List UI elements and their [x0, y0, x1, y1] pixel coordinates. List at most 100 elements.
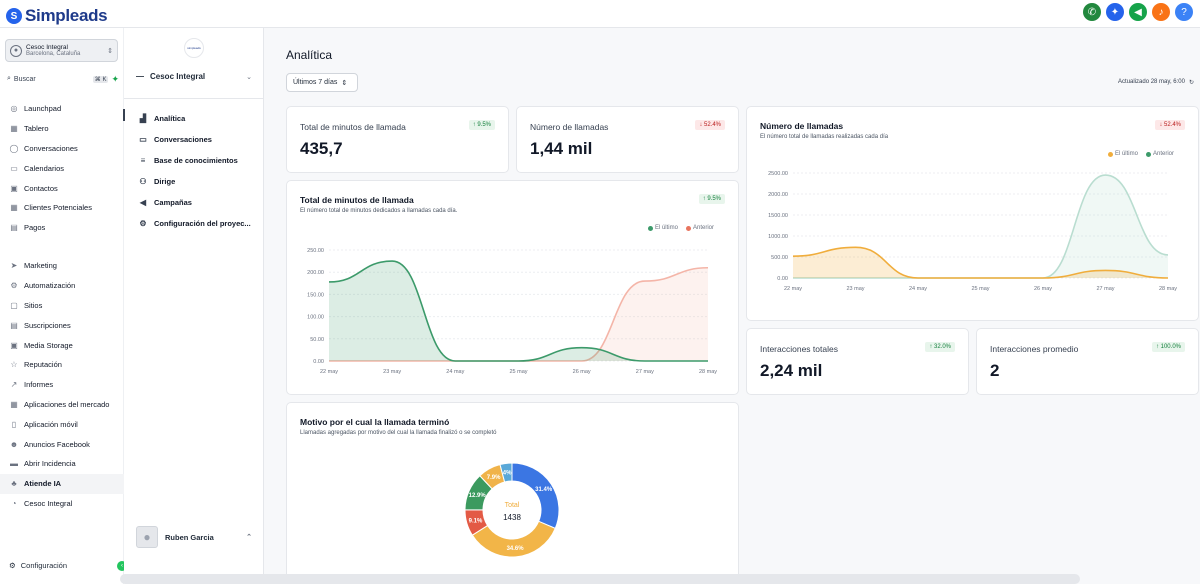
sidebar-item-automatizaci-n[interactable]: ⚙ Automatización — [0, 276, 124, 296]
subscriptions-icon: ▤ — [10, 320, 18, 330]
reports-icon: ↗ — [10, 380, 18, 390]
series-line — [792, 246, 1169, 279]
account-name: Cesoc Integral — [26, 43, 68, 51]
quick-add-icon[interactable]: ✦ — [111, 73, 119, 84]
sidebar-item-abrir-incidencia[interactable]: ▬ Abrir Incidencia — [0, 454, 124, 474]
collapse-sidebar-button[interactable]: ‹ — [117, 561, 127, 571]
sidebar-item-suscripciones[interactable]: ▤ Suscripciones — [0, 315, 124, 335]
stat-label: Interacciones totales — [760, 344, 838, 354]
app-logo[interactable]: S Simpleads — [6, 6, 108, 26]
sidebar-item-aplicaciones-del-mercado[interactable]: ▦ Aplicaciones del mercado — [0, 395, 124, 415]
settings-link[interactable]: ⚙ Configuración — [9, 561, 67, 570]
sidebar-item-label: Automatización — [24, 281, 76, 291]
project-nav-analytics[interactable]: ▟ Analítica — [138, 108, 251, 129]
contacts-icon: ▣ — [10, 183, 18, 193]
legend-label: Anterior — [1152, 151, 1174, 157]
sidebar-item-label: Launchpad — [24, 104, 62, 114]
sidebar-item-clientes-potenciales[interactable]: ▦ Clientes Potenciales — [0, 198, 124, 218]
user-name: Ruben Garcia — [165, 532, 214, 542]
sidebar-item-informes[interactable]: ↗ Informes — [0, 375, 124, 395]
sidebar-item-label: Suscripciones — [24, 320, 71, 330]
phone-icon[interactable]: ✆ — [1083, 3, 1101, 21]
series-area — [329, 267, 708, 361]
stat-label: Número de llamadas — [530, 122, 609, 132]
project-logo: simpleads — [184, 38, 204, 58]
magic-icon[interactable]: ✦ — [1106, 3, 1124, 21]
automation-icon: ⚙ — [10, 281, 18, 291]
nav-group-main: ◎ Launchpad ▦ Tablero ◯ Conversaciones ▭ Calend… — [0, 99, 124, 238]
slice-label: 12.9% — [469, 493, 487, 499]
divider — [124, 98, 264, 99]
sidebar-item-pagos[interactable]: ▤ Pagos — [0, 218, 124, 238]
sidebar-item-anuncios-facebook[interactable]: ☻ Anuncios Facebook — [0, 434, 124, 454]
sidebar-item-calendarios[interactable]: ▭ Calendarios — [0, 158, 124, 178]
top-actions: ✆ ✦ ◀ ♪? — [1083, 3, 1193, 21]
sidebar-item-label: Marketing — [24, 261, 57, 271]
mobile-icon: ▯ — [11, 419, 17, 429]
legend-item[interactable]: El último — [1107, 151, 1138, 157]
y-tick-label: 250.00 — [307, 248, 324, 254]
stat-value: 435,7 — [300, 139, 343, 158]
dashboard-icon: ▦ — [10, 124, 18, 134]
sidebar-item-marketing[interactable]: ➤ Marketing — [0, 256, 124, 276]
account-switcher[interactable]: ● Cesoc Integral Barcelona, Cataluña ⇕ — [5, 39, 118, 62]
page-title: Analítica — [286, 48, 333, 62]
sidebar-item-sitios[interactable]: ▢ Sitios — [0, 296, 124, 316]
database-icon: ≡ — [140, 156, 146, 165]
chat-icon: ◯ — [9, 143, 19, 153]
sidebar-item-cesoc-integral[interactable]: ◔ Cesoc Integral — [0, 494, 124, 514]
gear-icon: ⚙ — [139, 219, 147, 228]
x-tick-label: 23 may — [846, 286, 864, 292]
sidebar-item-contactos[interactable]: ▣ Contactos — [0, 178, 124, 198]
sidebar-item-label: Clientes Potenciales — [24, 203, 92, 213]
y-tick-label: 150.00 — [307, 292, 324, 298]
date-range-select[interactable]: Últimos 7 días ⇕ — [286, 73, 358, 92]
chart-title: Total de minutos de llamada — [300, 195, 414, 205]
sidebar-item-label: Reputación — [24, 360, 62, 370]
sidebar-item-aplicaci-n-m-vil[interactable]: ▯ Aplicación móvil — [0, 414, 124, 434]
updated-info: Actualizado 28 may, 6:00 ↻ — [1118, 79, 1194, 86]
sidebar-item-reputaci-n[interactable]: ☆ Reputación — [0, 355, 124, 375]
x-tick-label: 24 may — [909, 286, 927, 292]
project-name: Cesoc Integral — [150, 72, 206, 81]
donut-slice[interactable] — [499, 462, 513, 483]
sidebar-item-atiende-ia[interactable]: ♣ Atiende IA — [0, 473, 124, 494]
megaphone-icon[interactable]: ◀ — [1129, 3, 1147, 21]
bell-icon[interactable]: ♪ — [1152, 3, 1170, 21]
sidebar-item-conversaciones[interactable]: ◯ Conversaciones — [0, 139, 124, 159]
project-nav-gear[interactable]: ⚙ Configuración del proyec... — [138, 213, 250, 234]
user-menu[interactable]: ● Ruben Garcia ⌃ — [136, 526, 252, 548]
refresh-icon[interactable]: ↻ — [1188, 80, 1194, 86]
project-nav-route[interactable]: ⚇ Dirige — [138, 171, 251, 192]
project-selector[interactable]: — Cesoc Integral ⌄ — [136, 72, 252, 81]
sidebar-item-label: Informes — [24, 380, 54, 390]
ticket-icon: ▬ — [10, 459, 18, 469]
help-icon[interactable]: ? — [1175, 3, 1193, 21]
slice-label: 31.4% — [535, 487, 553, 493]
sidebar-item-label: Aplicación móvil — [24, 419, 78, 429]
stat-card-minutes: Total de minutos de llamada 435,7 ↑ 9.5% — [286, 106, 509, 173]
analytics-icon: ▟ — [139, 114, 147, 123]
sidebar-item-media-storage[interactable]: ▣ Media Storage — [0, 335, 124, 355]
legend-swatch — [1145, 151, 1151, 157]
legend-item[interactable]: Anterior — [685, 225, 714, 231]
series-line — [328, 260, 708, 362]
sidebar-item-label: Anuncios Facebook — [24, 439, 90, 449]
legend-item[interactable]: Anterior — [1145, 151, 1174, 157]
sidebar-item-launchpad[interactable]: ◎ Launchpad — [0, 99, 124, 119]
sidebar-item-label: Media Storage — [24, 340, 73, 350]
slice-label: 34.6% — [507, 546, 525, 552]
change-badge: ↑ 9.5% — [468, 120, 495, 130]
calls-chart-card: Número de llamadas El número total de ll… — [746, 106, 1199, 321]
project-nav-inbox[interactable]: ▭ Conversaciones — [138, 129, 251, 150]
ai-agent-icon: ♣ — [11, 479, 17, 489]
sidebar-item-tablero[interactable]: ▦ Tablero — [0, 119, 124, 139]
project-nav-database[interactable]: ≡ Base de conocimientos — [138, 150, 251, 171]
line-icon: — — [136, 72, 144, 81]
search-bar[interactable]: ⌕ Buscar ⌘ K ✦ — [7, 72, 119, 86]
project-nav-label: Campañas — [154, 198, 192, 207]
slice-label: 7.9% — [487, 475, 501, 481]
project-nav-campaign[interactable]: ◀ Campañas — [138, 192, 251, 213]
legend-item[interactable]: El último — [647, 225, 678, 231]
x-tick-label: 24 may — [446, 369, 464, 375]
